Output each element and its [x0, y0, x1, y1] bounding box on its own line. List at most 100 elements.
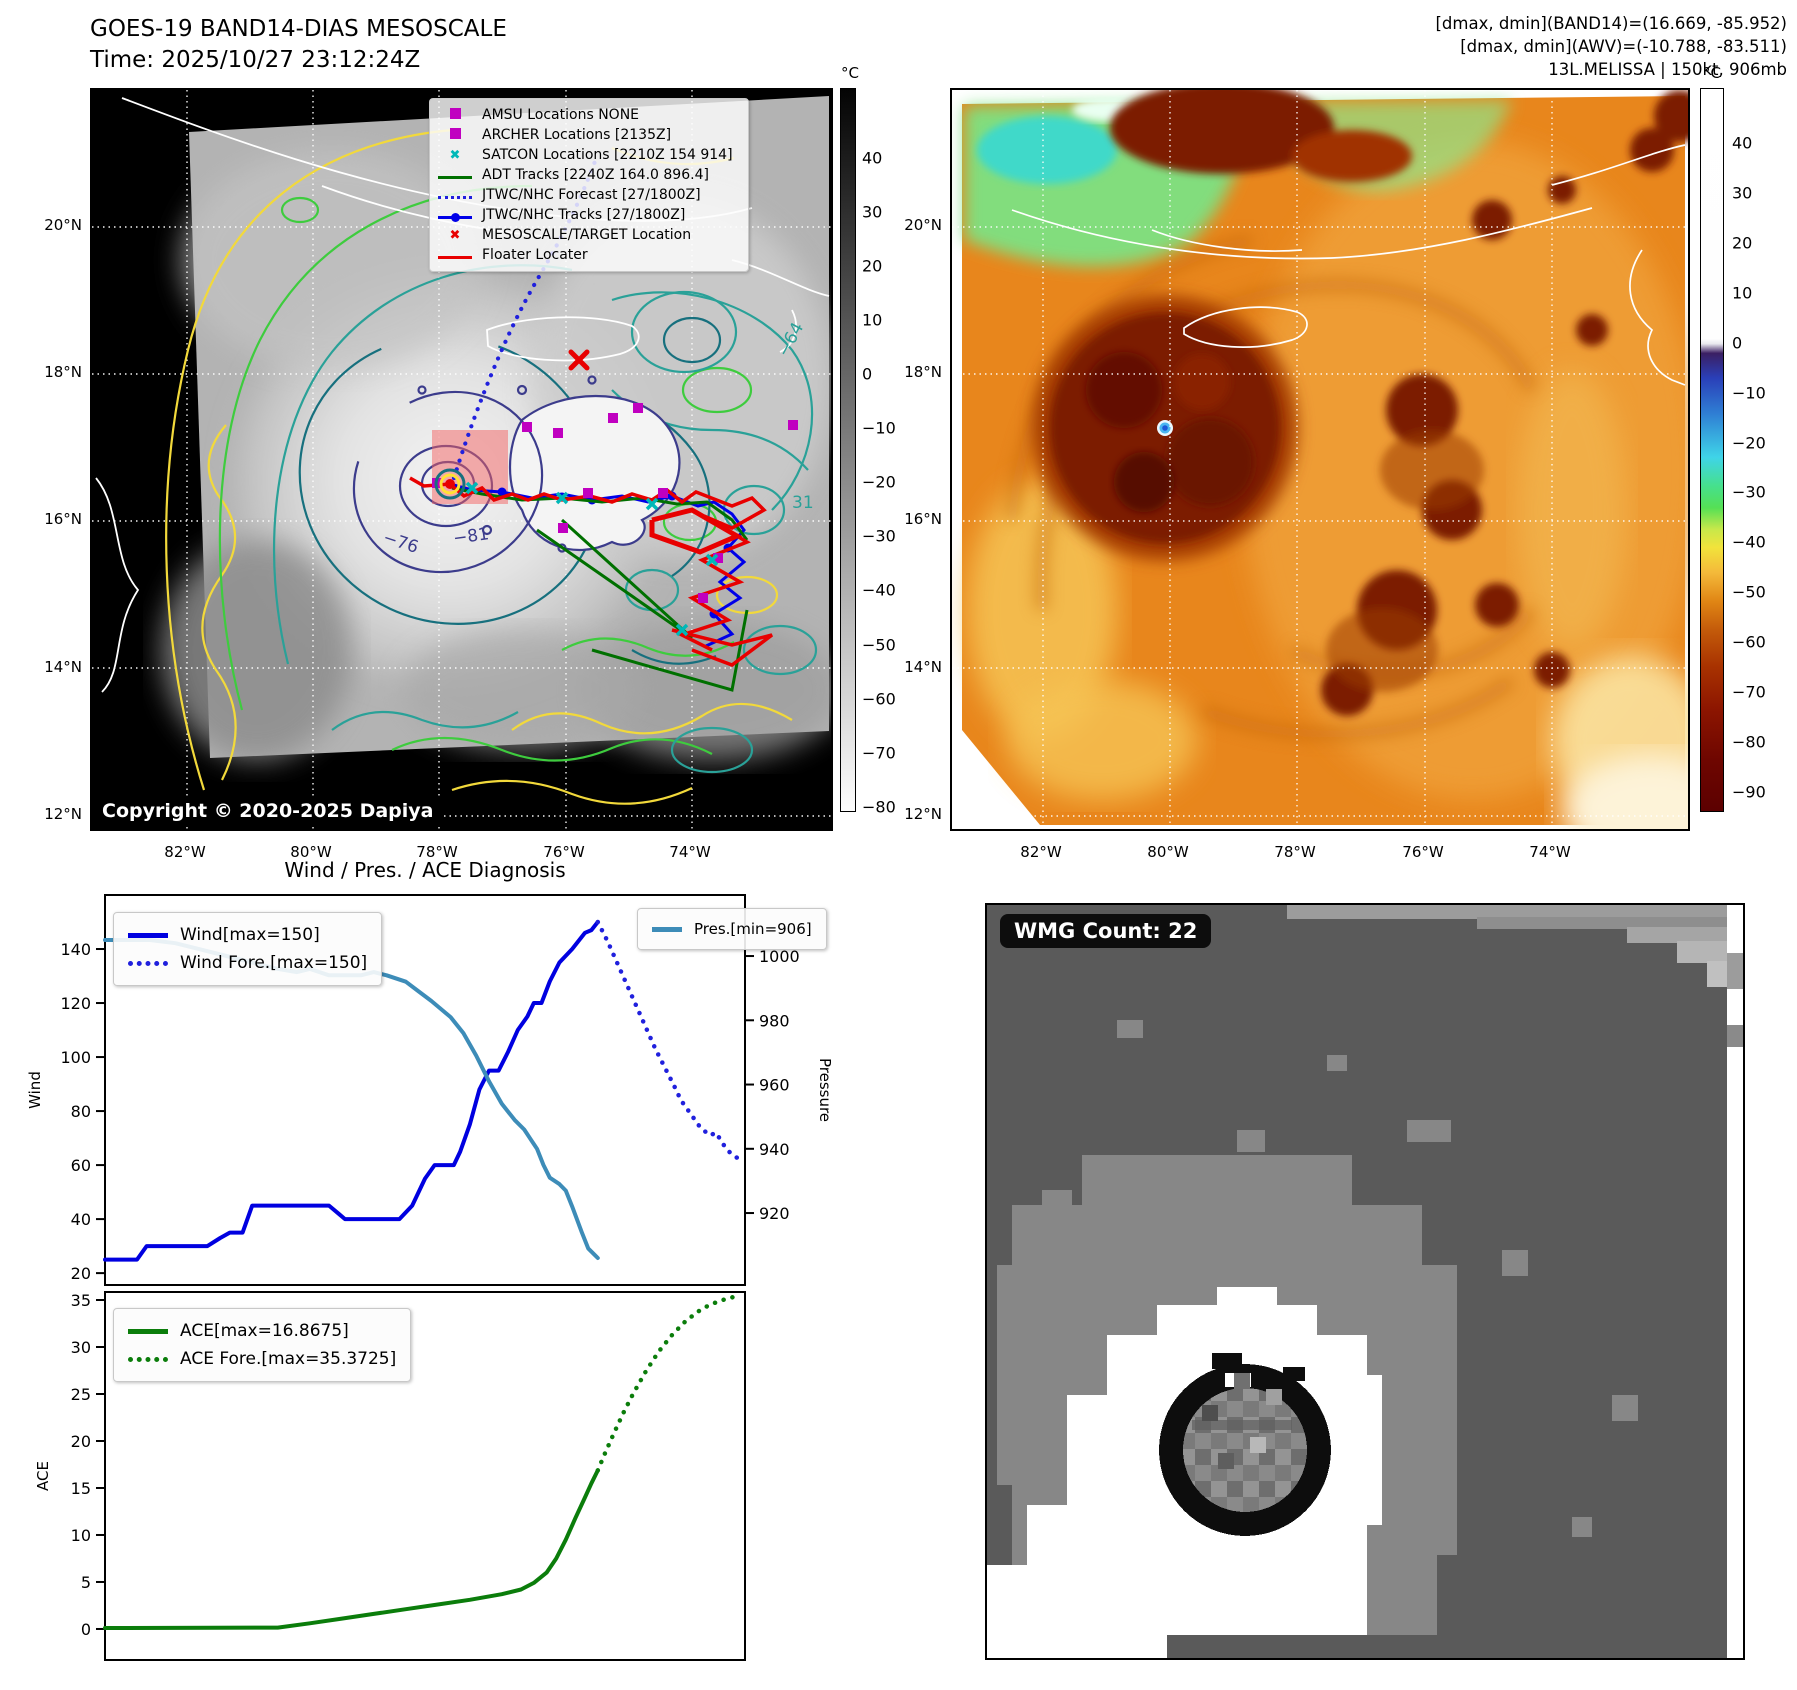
hurricane-eye-marker: [434, 468, 466, 500]
graticule: [952, 90, 1688, 829]
wmg-panel: [985, 903, 1745, 1660]
wind-legend: Wind[max=150] Wind Fore.[max=150]: [113, 912, 383, 986]
map-legend: AMSU Locations NONE ARCHER Locations [21…: [429, 98, 749, 272]
colorbar-tick-label: −50: [1732, 582, 1766, 602]
series-forecast: [595, 1294, 738, 1473]
colorbar-tick-label: −50: [862, 635, 896, 654]
y-axis-tick-label: 940: [759, 1140, 790, 1159]
legend-item-target: ✖ MESOSCALE/TARGET Location: [438, 225, 738, 245]
y-axis-tick-label: 10: [71, 1526, 91, 1545]
colorbar-tick-label: −40: [1732, 532, 1766, 552]
colorbar-tick-label: −20: [1732, 433, 1766, 452]
y-axis-tick-label: 60: [71, 1156, 91, 1175]
legend-item-floater: Floater Locater: [438, 245, 738, 265]
colorbar-tick-label: 40: [1732, 133, 1753, 153]
legend-item-ace-forecast: ACE Fore.[max=35.3725]: [128, 1345, 396, 1373]
colorbar-unit: °C: [1703, 64, 1721, 82]
copyright-banner: Copyright © 2020-2025 Dapiya: [92, 797, 444, 825]
coastlines: [1011, 144, 1686, 386]
colorbar-tick-label: 40: [862, 148, 883, 168]
contour-green: [218, 184, 753, 762]
y-axis-label: ACE: [34, 1461, 52, 1491]
colorbar-tick-label: −30: [1732, 482, 1766, 502]
series-observed: [103, 1468, 600, 1630]
colorbar-tick-label: −80: [862, 797, 896, 817]
square-icon: [438, 107, 472, 123]
x-icon: ✖: [449, 227, 461, 243]
colorbar-tick-label: −70: [862, 743, 896, 763]
central-america-coastline: [95, 477, 140, 693]
lon-tick-label: 78°W: [1274, 843, 1316, 861]
band14-map-panel: −76 −81 −64 31 AMSU Locations NONE ARCHE…: [90, 88, 842, 831]
line-icon: [128, 932, 168, 938]
jamaica-coastline: [1183, 306, 1308, 348]
y-axis-tick-label: 20: [71, 1432, 91, 1451]
wmg-topright-band: [1287, 905, 1743, 1658]
y-axis-tick-label: 40: [71, 1210, 91, 1229]
y-axis-tick-label: 20: [71, 1264, 91, 1283]
lat-tick-label: 18°N: [44, 363, 82, 381]
square-icon: [438, 127, 472, 143]
satellite-gray-field: [162, 96, 842, 760]
colorbar-tick-label: −60: [1732, 632, 1766, 652]
colorbar-tick-label: 10: [1732, 283, 1753, 303]
contour-label: 31: [792, 493, 814, 513]
lon-tick-label: 74°W: [1529, 843, 1571, 861]
legend-item-pressure: Pres.[min=906]: [652, 917, 812, 941]
ace-legend: ACE[max=16.8675] ACE Fore.[max=35.3725]: [113, 1308, 412, 1382]
figure-info: [dmax, dmin](BAND14)=(16.669, -85.952) […: [1435, 12, 1787, 81]
colorbar-tick-label: −20: [862, 472, 896, 492]
legend-item-amsu: AMSU Locations NONE: [438, 105, 738, 125]
y-axis-label: Pressure: [816, 1058, 834, 1122]
awv-satellite-image: [952, 82, 1742, 865]
colorbar-tick-label: 20: [1732, 233, 1753, 253]
y-axis-tick-label: 30: [71, 1338, 91, 1357]
contour-label: −81: [452, 524, 490, 549]
lat-tick-label: 14°N: [904, 658, 942, 676]
y-axis-tick-label: 35: [71, 1291, 91, 1310]
lat-tick-label: 20°N: [44, 216, 82, 234]
dotted-line-icon: [128, 1356, 168, 1362]
x-icon: ✖: [449, 147, 461, 163]
y-axis-tick-label: 15: [71, 1479, 91, 1498]
figure-header: GOES-19 BAND14-DIAS MESOSCALE Time: 2025…: [90, 14, 507, 76]
dmax-dmin-awv: [dmax, dmin](AWV)=(-10.788, -83.511): [1460, 37, 1787, 56]
legend-item-forecast: JTWC/NHC Forecast [27/1800Z]: [438, 185, 738, 205]
lon-tick-label: 82°W: [1020, 843, 1062, 861]
jamaica-coastline: [486, 316, 640, 362]
eye-dot: [1157, 420, 1173, 436]
colorbar-tick-label: −10: [862, 418, 896, 438]
y-axis-tick-label: 0: [81, 1620, 91, 1639]
legend-item-wind-forecast: Wind Fore.[max=150]: [128, 949, 367, 977]
colorbar-tick-label: −60: [862, 689, 896, 709]
lat-tick-label: 12°N: [44, 805, 82, 823]
awv-colorbar: [1700, 88, 1724, 812]
lon-tick-label: 76°W: [1402, 843, 1444, 861]
colorbar-unit: °C: [841, 64, 859, 82]
satcon-markers: [465, 481, 719, 637]
colorbar-tick-label: −80: [1732, 732, 1766, 752]
y-axis-tick-label: 960: [759, 1076, 790, 1095]
legend-item-wind: Wind[max=150]: [128, 921, 367, 949]
legend-item-jtwc-track: JTWC/NHC Tracks [27/1800Z]: [438, 205, 738, 225]
line-dot-icon: [438, 207, 472, 223]
colorbar-tick-label: 30: [1732, 183, 1753, 203]
forecast-track-dotted: [451, 153, 600, 481]
pressure-legend: Pres.[min=906]: [637, 908, 827, 950]
legend-item-adt: ADT Tracks [2240Z 164.0 896.4]: [438, 165, 738, 185]
y-axis-tick-label: 120: [60, 994, 91, 1013]
y-axis-tick-label: 140: [60, 940, 91, 959]
lon-tick-label: 82°W: [164, 843, 206, 861]
y-axis-tick-label: 920: [759, 1204, 790, 1223]
line-icon: [438, 167, 472, 183]
lat-tick-label: 18°N: [904, 363, 942, 381]
legend-item-archer: ARCHER Locations [2135Z]: [438, 125, 738, 145]
legend-item-ace: ACE[max=16.8675]: [128, 1317, 396, 1345]
wmg-eyewall-ring: [1145, 1350, 1345, 1550]
colorbar-tick-label: −10: [1732, 383, 1766, 403]
colorbar-tick-label: −40: [862, 580, 896, 600]
line-icon: [128, 1328, 168, 1334]
colorbar-tick-label: −70: [1732, 682, 1766, 702]
very-cold-dark-red-blobs: [1110, 82, 1706, 716]
